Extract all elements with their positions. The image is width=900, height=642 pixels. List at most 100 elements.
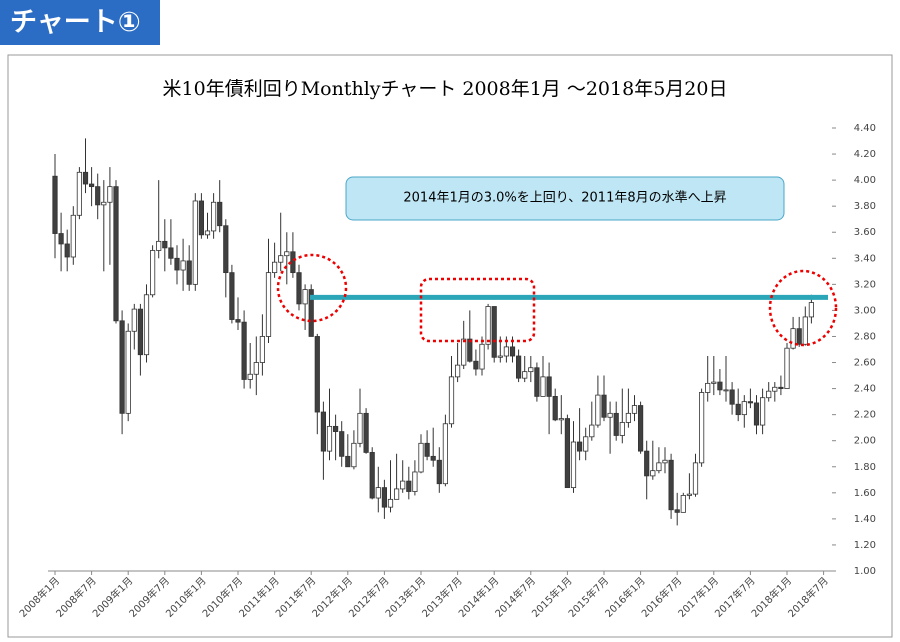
candle-body	[540, 376, 546, 397]
candle-body	[82, 171, 89, 185]
candle-body	[89, 183, 95, 188]
y-tick-label: 3.80	[854, 201, 876, 212]
candle-body	[192, 200, 198, 285]
candle-body	[137, 308, 143, 356]
candle-body	[461, 338, 467, 366]
candle-body	[125, 330, 131, 414]
candle-body	[180, 260, 186, 271]
y-tick-label: 2.20	[854, 410, 876, 421]
highlight-circle	[768, 269, 838, 347]
candle-body	[296, 272, 302, 305]
candle-body	[516, 355, 522, 379]
candle-body	[552, 396, 558, 421]
candle-body	[302, 289, 308, 305]
candle-body	[705, 382, 711, 393]
candle-body	[790, 328, 796, 349]
candle-body	[107, 186, 113, 203]
candle-body	[577, 441, 583, 452]
candle-body	[711, 381, 717, 384]
candle-body	[674, 509, 680, 513]
y-tick-label: 3.00	[854, 305, 876, 316]
candle-body	[546, 376, 552, 397]
candle-body	[583, 436, 589, 452]
candle-body	[509, 346, 516, 357]
candle-body	[741, 401, 747, 416]
candle-body	[271, 261, 278, 274]
candle-body	[613, 412, 619, 436]
candle-body	[589, 424, 595, 438]
candle-body	[784, 347, 790, 389]
candle-body	[253, 362, 259, 375]
candle-body	[156, 240, 162, 251]
candle-body	[101, 201, 107, 206]
candle-body	[95, 186, 101, 206]
candle-body	[174, 257, 180, 271]
candle-body	[467, 338, 473, 362]
y-tick-label: 1.20	[854, 540, 876, 551]
candle-body	[229, 272, 235, 320]
candle-body	[168, 247, 174, 259]
candle-body	[418, 442, 424, 473]
candle-body	[564, 418, 571, 489]
candle-body	[650, 470, 656, 477]
candle-body	[70, 214, 76, 258]
y-tick-label: 2.00	[854, 436, 876, 447]
candle-body	[119, 320, 125, 414]
candle-body	[595, 394, 601, 426]
candle-body	[503, 346, 510, 357]
candle-body	[473, 360, 479, 370]
candle-body	[332, 425, 339, 432]
highlight-box	[419, 277, 536, 343]
candle-body	[387, 498, 394, 508]
candle-body	[314, 336, 320, 413]
candle-body	[400, 480, 406, 490]
candle-body	[497, 355, 503, 358]
candle-body	[351, 442, 357, 468]
candle-body	[381, 487, 388, 508]
candle-body	[259, 336, 266, 363]
candle-body	[284, 251, 290, 257]
candle-body	[772, 386, 778, 392]
candle-body	[247, 373, 253, 380]
candle-body	[625, 412, 632, 423]
candle-body	[217, 201, 223, 227]
y-tick-label: 3.60	[854, 227, 876, 238]
candle-body	[729, 389, 735, 405]
candle-body	[485, 306, 491, 345]
candle-body	[778, 386, 784, 389]
y-tick-label: 3.40	[854, 253, 876, 264]
y-tick-label: 4.20	[854, 149, 876, 160]
candle-body	[290, 251, 296, 274]
candle-body	[241, 321, 247, 380]
candle-body	[607, 412, 613, 418]
chart-title: 米10年債利回りMonthlyチャート 2008年1月 ～2018年5月20日	[163, 78, 728, 100]
y-tick-label: 2.80	[854, 331, 876, 342]
candle-body	[235, 319, 241, 323]
candle-body	[534, 367, 540, 397]
candle-body	[662, 459, 668, 464]
candle-body	[808, 302, 815, 318]
candle-body	[278, 255, 284, 263]
candle-body	[436, 459, 442, 485]
annotation-text: 2014年1月の3.0%を上回り、2011年8月の水準へ上昇	[403, 190, 726, 206]
y-tick-label: 1.60	[854, 488, 876, 499]
candle-body	[601, 394, 607, 418]
candle-body	[149, 250, 156, 296]
candle-body	[656, 462, 662, 472]
y-tick-label: 3.20	[854, 279, 876, 290]
candle-body	[320, 411, 327, 452]
candle-body	[522, 371, 528, 379]
candle-body	[186, 260, 192, 285]
candle-body	[699, 392, 705, 464]
candle-body	[796, 328, 802, 345]
candle-body	[448, 376, 455, 425]
y-tick-label: 1.40	[854, 514, 876, 525]
candle-body	[430, 455, 436, 461]
candle-body	[760, 397, 766, 426]
candle-body	[442, 423, 449, 485]
y-tick-label: 4.00	[854, 175, 876, 186]
candle-body	[326, 425, 333, 452]
candle-body	[198, 200, 204, 236]
